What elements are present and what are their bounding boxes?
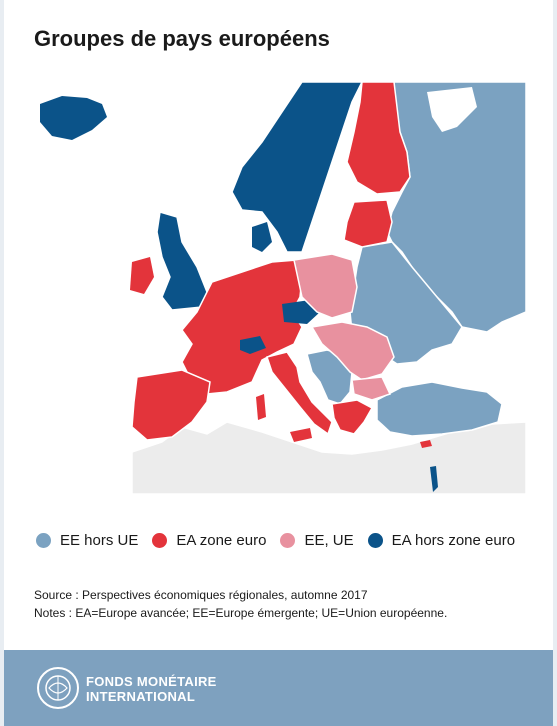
footer-bar: FONDS MONÉTAIRE INTERNATIONAL	[4, 650, 553, 726]
legend-item-ee-ue: EE, UE	[280, 532, 354, 549]
region-cyprus	[420, 440, 432, 448]
region-israel	[430, 466, 438, 492]
region-scandinavia	[231, 82, 363, 253]
legend-label: EA zone euro	[176, 532, 267, 549]
region-italy	[266, 351, 333, 436]
legend-dot	[367, 533, 383, 548]
map-legend: EE hors UE EA zone euro EE, UE EA hors z…	[36, 532, 529, 549]
legend-item-ea-zone-euro: EA zone euro	[152, 532, 266, 549]
source-text: Source : Perspectives économiques région…	[34, 588, 368, 602]
legend-dot	[36, 533, 51, 548]
legend-label: EE, UE	[304, 532, 354, 549]
legend-dot	[152, 533, 168, 548]
region-ireland	[130, 257, 154, 294]
region-greece	[331, 399, 374, 435]
legend-dot	[280, 533, 296, 548]
legend-item-ea-hors-zone-euro: EA hors zone euro	[367, 532, 516, 549]
region-denmark	[252, 222, 272, 252]
imf-seal-icon	[37, 667, 79, 709]
figure-notes: Source : Perspectives économiques région…	[34, 586, 447, 622]
imf-logo-text: FONDS MONÉTAIRE INTERNATIONAL	[86, 674, 217, 704]
region-iceland	[40, 96, 107, 140]
region-sicily	[290, 428, 312, 442]
logo-line1: FONDS MONÉTAIRE	[86, 674, 217, 689]
region-uk	[156, 211, 208, 311]
region-switzerland	[240, 336, 266, 354]
europe-map	[32, 82, 526, 494]
region-white-sea	[427, 87, 477, 132]
region-baltics	[343, 199, 393, 248]
region-bulgaria	[351, 376, 392, 401]
legend-label: EA hors zone euro	[391, 532, 516, 549]
region-sardinia	[256, 394, 266, 420]
figure-title: Groupes de pays européens	[34, 26, 330, 51]
legend-item-ee-hors-ue: EE hors UE	[36, 532, 138, 549]
logo-line2: INTERNATIONAL	[86, 689, 196, 704]
region-hungary-romania	[310, 321, 395, 381]
notes-text: Notes : EA=Europe avancée; EE=Europe éme…	[34, 606, 448, 620]
legend-label: EE hors UE	[60, 532, 139, 549]
region-poland	[293, 253, 358, 319]
region-iberia	[131, 369, 211, 441]
region-finland	[346, 82, 411, 195]
region-turkey	[376, 381, 503, 437]
figure-card: Groupes de pays européens	[4, 0, 553, 726]
